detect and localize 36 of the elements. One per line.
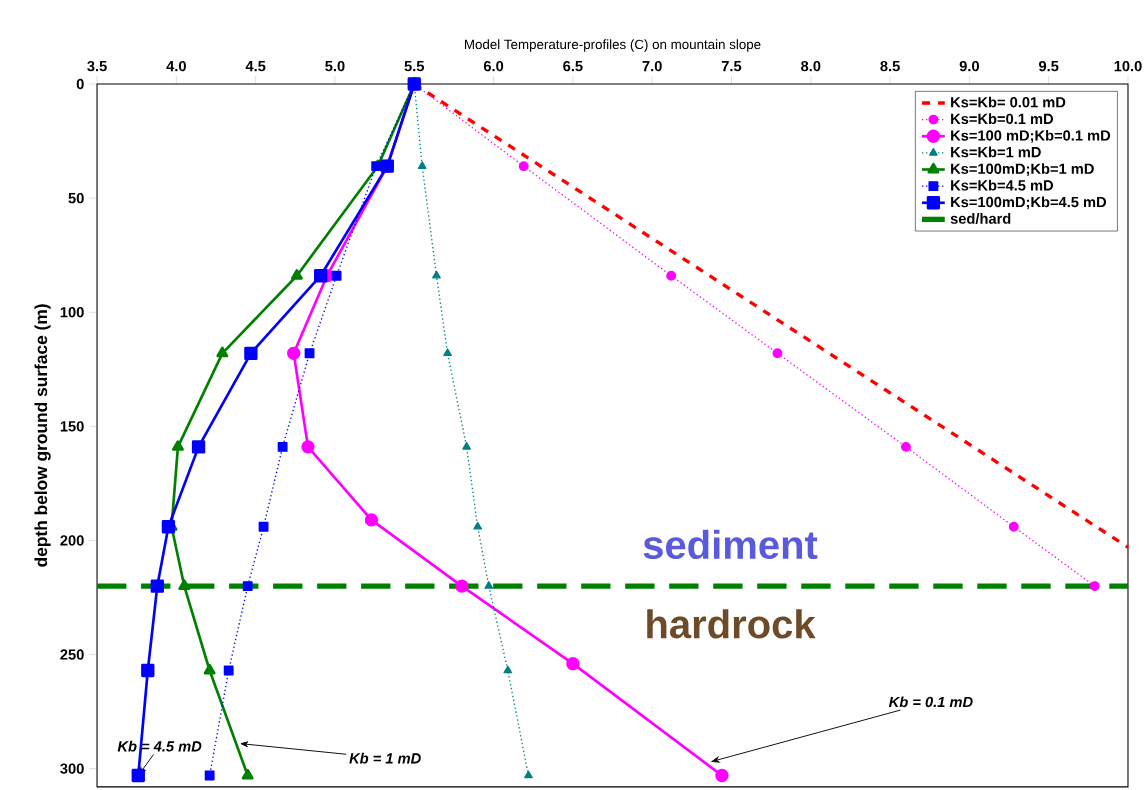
legend-label: Ks=100mD;Kb=1 mD [951, 163, 1094, 177]
y-tick-label: 200 [60, 535, 84, 546]
annotation: Kb = 0.1 mD [888, 696, 973, 708]
legend-label: Ks=Kb=1 mD [951, 146, 1041, 158]
x-tick-label: 9.5 [1038, 61, 1059, 72]
annotation: Kb = 4.5 mD [117, 740, 202, 752]
legend-label: Ks=Kb= 0.01 mD [951, 96, 1066, 108]
x-tick-label: 8.0 [801, 61, 821, 72]
x-tick-label: 4.5 [245, 61, 266, 72]
legend-label: Ks=Kb=0.1 mD [951, 113, 1054, 125]
y-tick-label: 0 [76, 79, 84, 90]
y-tick-label: 100 [60, 307, 84, 318]
y-tick-label: 300 [60, 763, 84, 775]
x-tick-label: 6.0 [483, 61, 504, 72]
x-tick-label: 3.5 [87, 61, 107, 72]
legend-label: Ks=100 mD;Kb=0.1 mD [951, 130, 1111, 144]
annotation: hardrock [647, 609, 816, 639]
x-tick-label: 5.5 [404, 61, 425, 72]
legend-label: sed/hard [950, 213, 1011, 225]
y-tick-label: 250 [60, 649, 84, 660]
y-axis-title: depth below ground surface (m) [34, 304, 51, 567]
x-tick-label: 5.0 [325, 61, 345, 72]
x-axis-title: Model Temperature-profiles (C) on mountain slope [464, 39, 761, 52]
annotation: sediment [643, 529, 818, 560]
x-tick-label: 6.5 [563, 61, 583, 72]
legend-label: Ks=100mD;Kb=4.5 mD [951, 196, 1107, 210]
annotation: Kb = 1 mD [349, 753, 421, 764]
x-tick-label: 9.0 [959, 61, 979, 72]
x-tick-label: 7.0 [642, 61, 662, 72]
legend-label: Ks=Kb=4.5 mD [951, 180, 1054, 191]
y-tick-label: 50 [68, 193, 84, 204]
x-tick-label: 8.5 [880, 61, 900, 72]
y-tick-label: 150 [60, 421, 84, 432]
x-tick-label: 7.5 [721, 61, 742, 72]
x-tick-label: 10.0 [1114, 61, 1142, 72]
x-tick-label: 4.0 [166, 61, 186, 72]
